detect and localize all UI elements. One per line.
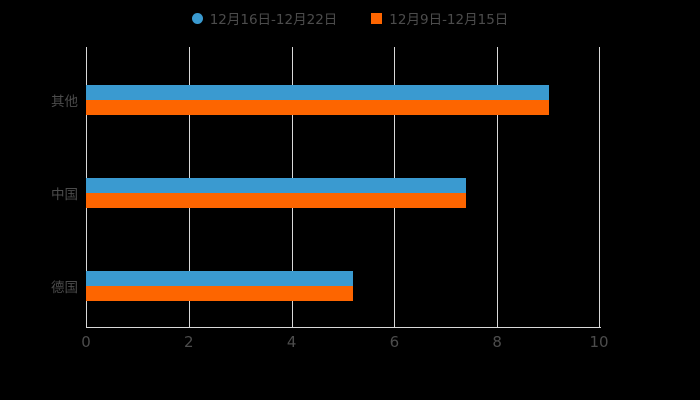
bar-deguo-series-2[interactable] <box>86 286 354 301</box>
legend-square-marker-icon <box>371 12 383 24</box>
gridline-8 <box>497 47 499 327</box>
x-tick-label-0: 0 <box>81 333 91 351</box>
bar-qita-series-2[interactable] <box>86 100 549 115</box>
legend-entry-series-1[interactable]: 12月16日-12月22日 <box>191 8 338 28</box>
y-tick-label-zhongguo: 中国 <box>51 187 78 203</box>
chart-legend: 12月16日-12月22日 12月9日-12月15日 <box>0 8 700 28</box>
bar-zhongguo-series-2[interactable] <box>86 193 467 208</box>
x-tick-label-8: 8 <box>492 333 502 351</box>
plot-area <box>86 47 600 327</box>
x-tick-label-6: 6 <box>389 333 400 351</box>
bar-qita-series-1[interactable] <box>86 85 549 100</box>
y-tick-label-deguo: 德国 <box>51 280 78 296</box>
x-tick-label-10: 10 <box>589 333 609 351</box>
gridline-10 <box>599 47 600 327</box>
bar-zhongguo-series-1[interactable] <box>86 178 467 193</box>
x-tick-label-2: 2 <box>184 333 194 351</box>
legend-label-series-2: 12月9日-12月15日 <box>389 12 509 28</box>
x-axis-line <box>86 327 601 328</box>
bar-deguo-series-1[interactable] <box>86 271 354 286</box>
legend-circle-marker-icon <box>191 12 203 24</box>
legend-label-series-1: 12月16日-12月22日 <box>209 12 338 28</box>
x-tick-label-4: 4 <box>286 333 297 351</box>
y-tick-label-qita: 其他 <box>51 94 78 110</box>
legend-entry-series-2[interactable]: 12月9日-12月15日 <box>371 8 508 28</box>
